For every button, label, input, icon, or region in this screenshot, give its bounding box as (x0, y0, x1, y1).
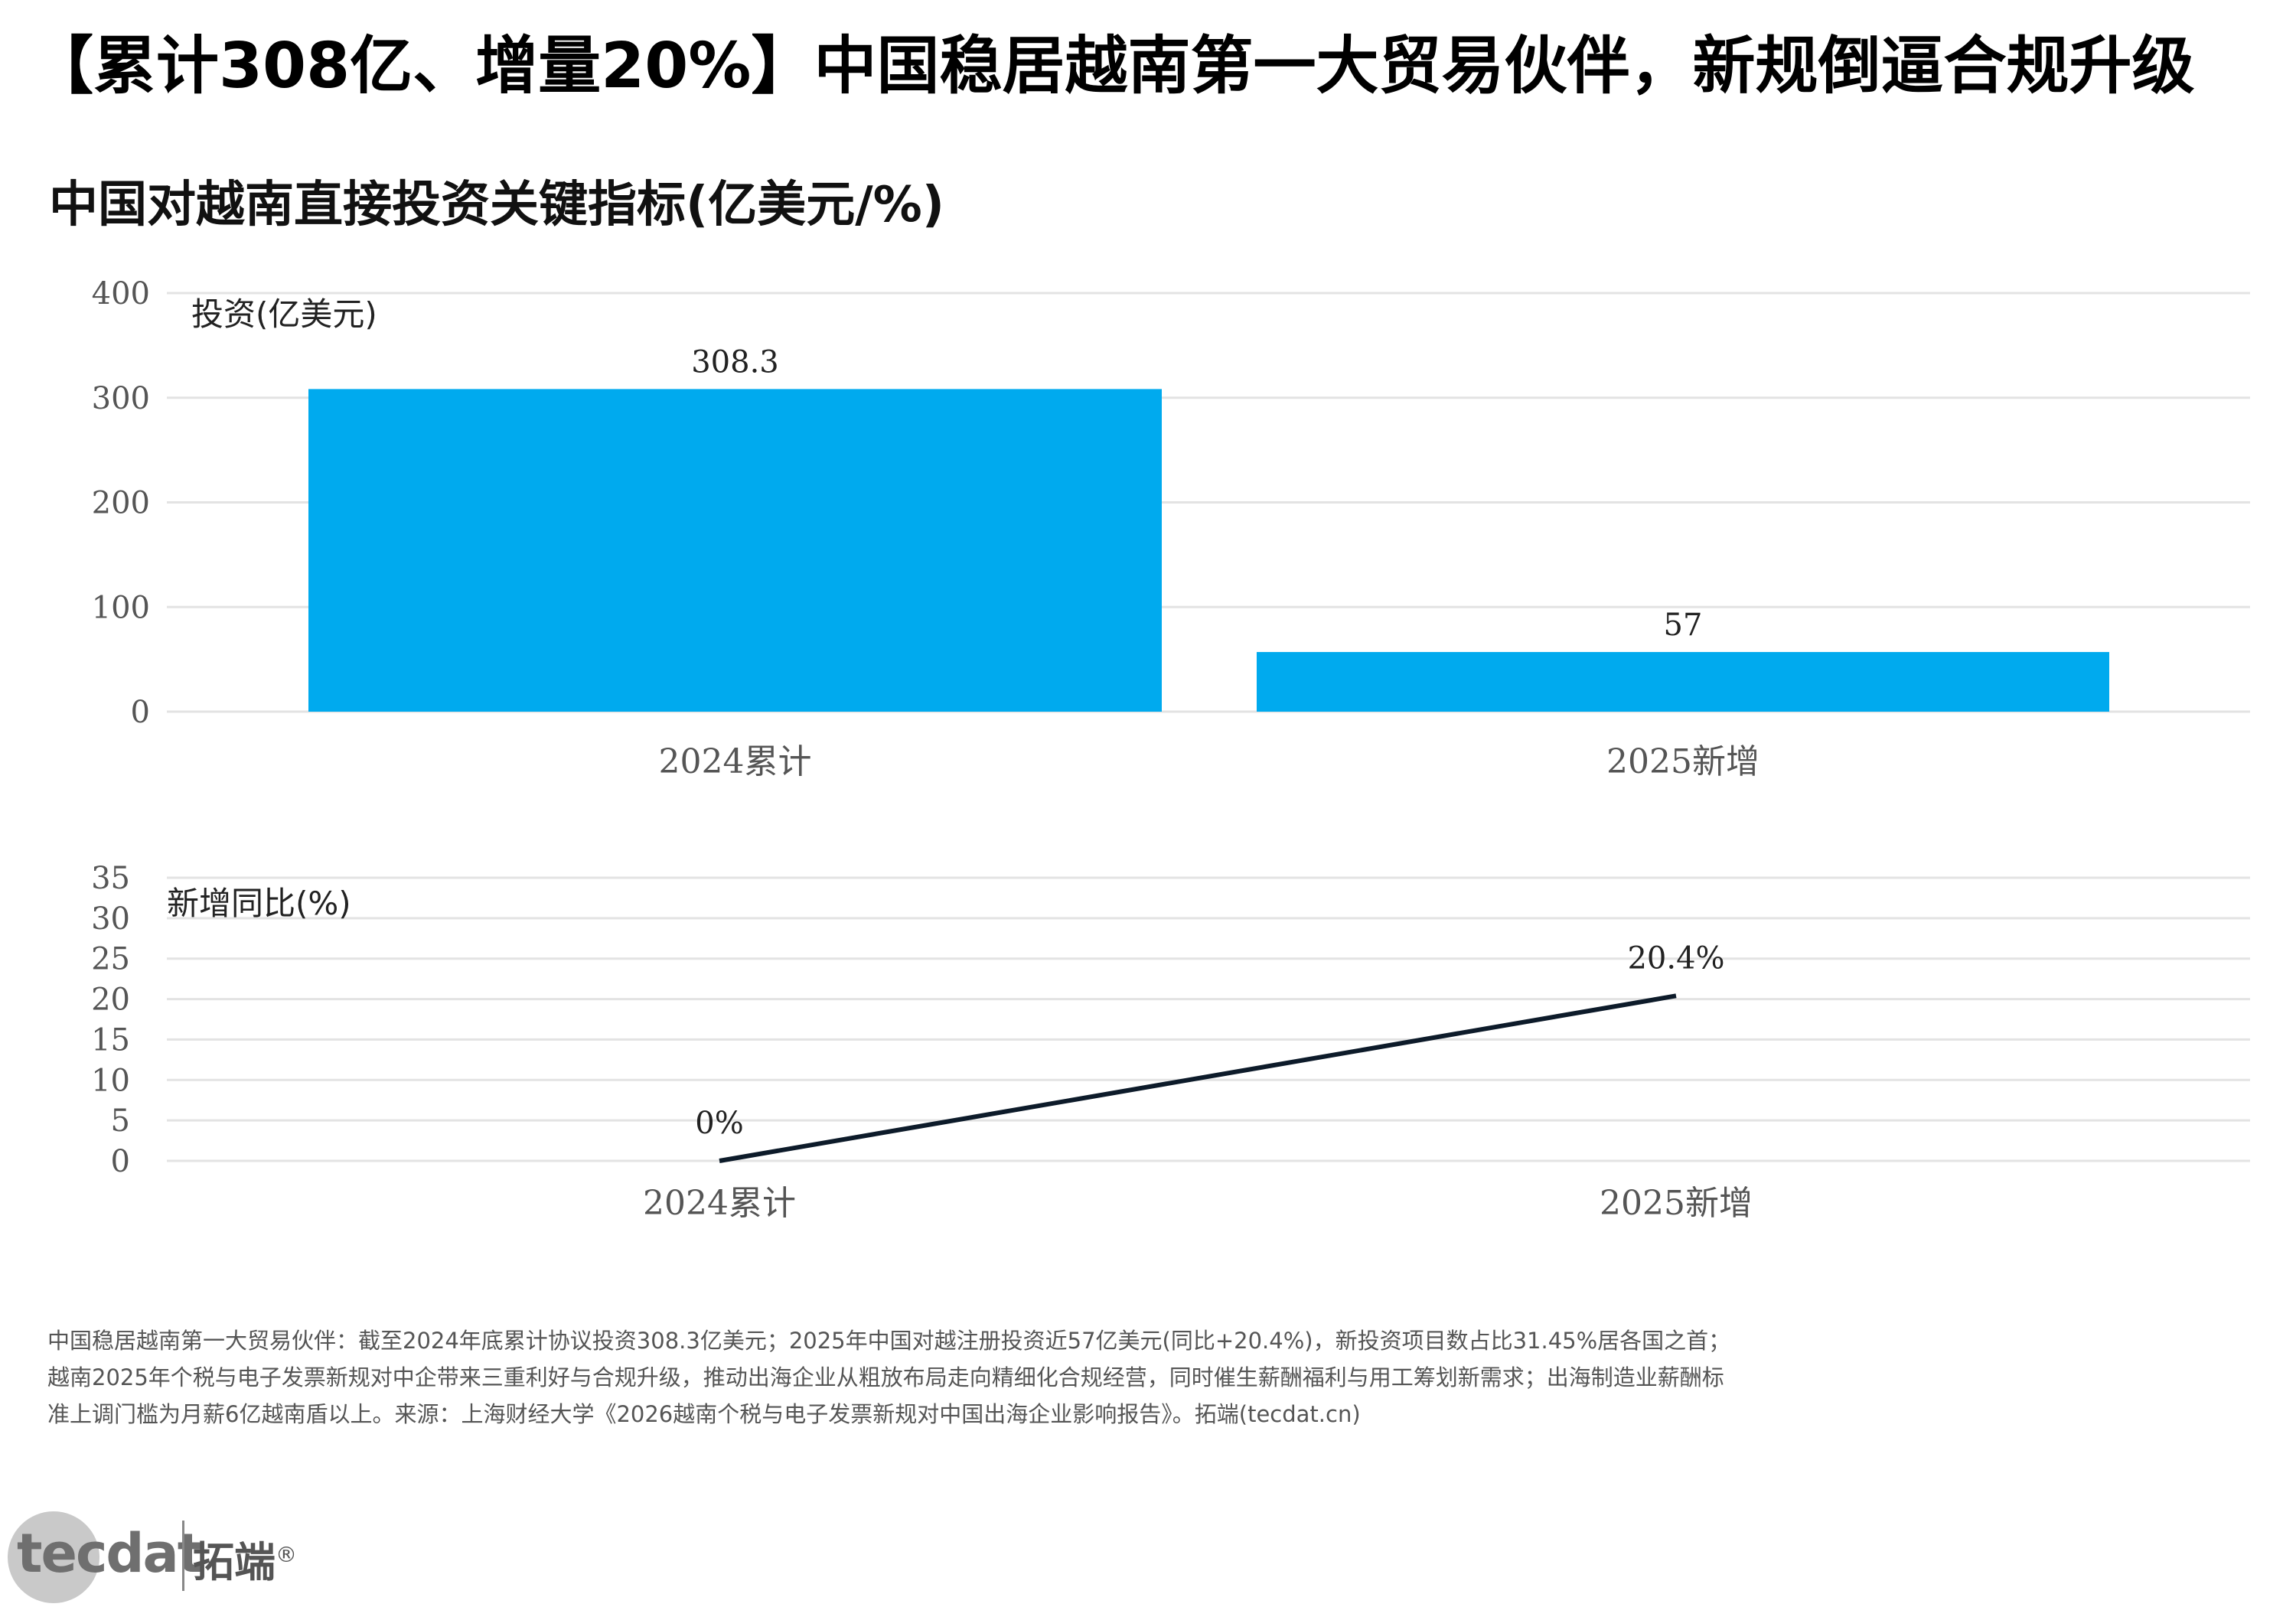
chart-area: 0100200300400投资(亿美元)308.32024累计572025新增0… (91, 276, 2250, 1223)
logo-brand: 拓端® (193, 1528, 297, 1589)
y-tick-label: 15 (91, 1022, 130, 1058)
x-tick-label: 2024累计 (643, 1184, 796, 1223)
y-tick-label: 100 (92, 590, 150, 625)
y-tick-label: 25 (91, 942, 130, 977)
y-tick-label: 30 (91, 901, 130, 937)
footnote: 中国稳居越南第一大贸易伙伴：截至2024年底累计协议投资308.3亿美元；202… (47, 1328, 1731, 1427)
logo-brand-text: 拓端 (193, 1538, 276, 1586)
panel-title: 投资(亿美元) (191, 295, 377, 333)
logo-wordmark: tecdat (17, 1522, 203, 1585)
bar-value-label: 57 (1664, 608, 1703, 643)
bar-value-label: 308.3 (691, 344, 779, 380)
y-tick-label: 20 (91, 983, 130, 1018)
panel-title: 新增同比(%) (167, 885, 351, 922)
headline: 【累计308亿、增量20%】中国稳居越南第一大贸易伙伴，新规倒逼合规升级 (31, 30, 2195, 103)
logo-circle-icon (8, 1511, 99, 1603)
x-tick-label: 2025新增 (1606, 742, 1760, 781)
y-tick-label: 300 (92, 381, 150, 416)
point-value-label: 0% (695, 1106, 743, 1141)
logo-divider (182, 1521, 184, 1591)
y-tick-label: 5 (111, 1103, 130, 1139)
x-tick-label: 2024累计 (659, 742, 812, 781)
y-tick-label: 35 (91, 861, 130, 896)
y-tick-label: 0 (131, 695, 150, 730)
bar (308, 389, 1162, 712)
registered-mark: ® (276, 1542, 297, 1567)
x-tick-label: 2025新增 (1600, 1184, 1753, 1223)
series-line (719, 993, 1677, 1163)
y-tick-label: 400 (92, 276, 150, 311)
bar (1257, 652, 2109, 712)
point-value-label: 20.4% (1627, 940, 1724, 976)
chart-subtitle: 中国对越南直接投资关键指标(亿美元/%) (49, 177, 944, 233)
y-tick-label: 200 (92, 486, 150, 521)
y-tick-label: 0 (111, 1144, 130, 1179)
y-tick-label: 10 (91, 1063, 130, 1098)
